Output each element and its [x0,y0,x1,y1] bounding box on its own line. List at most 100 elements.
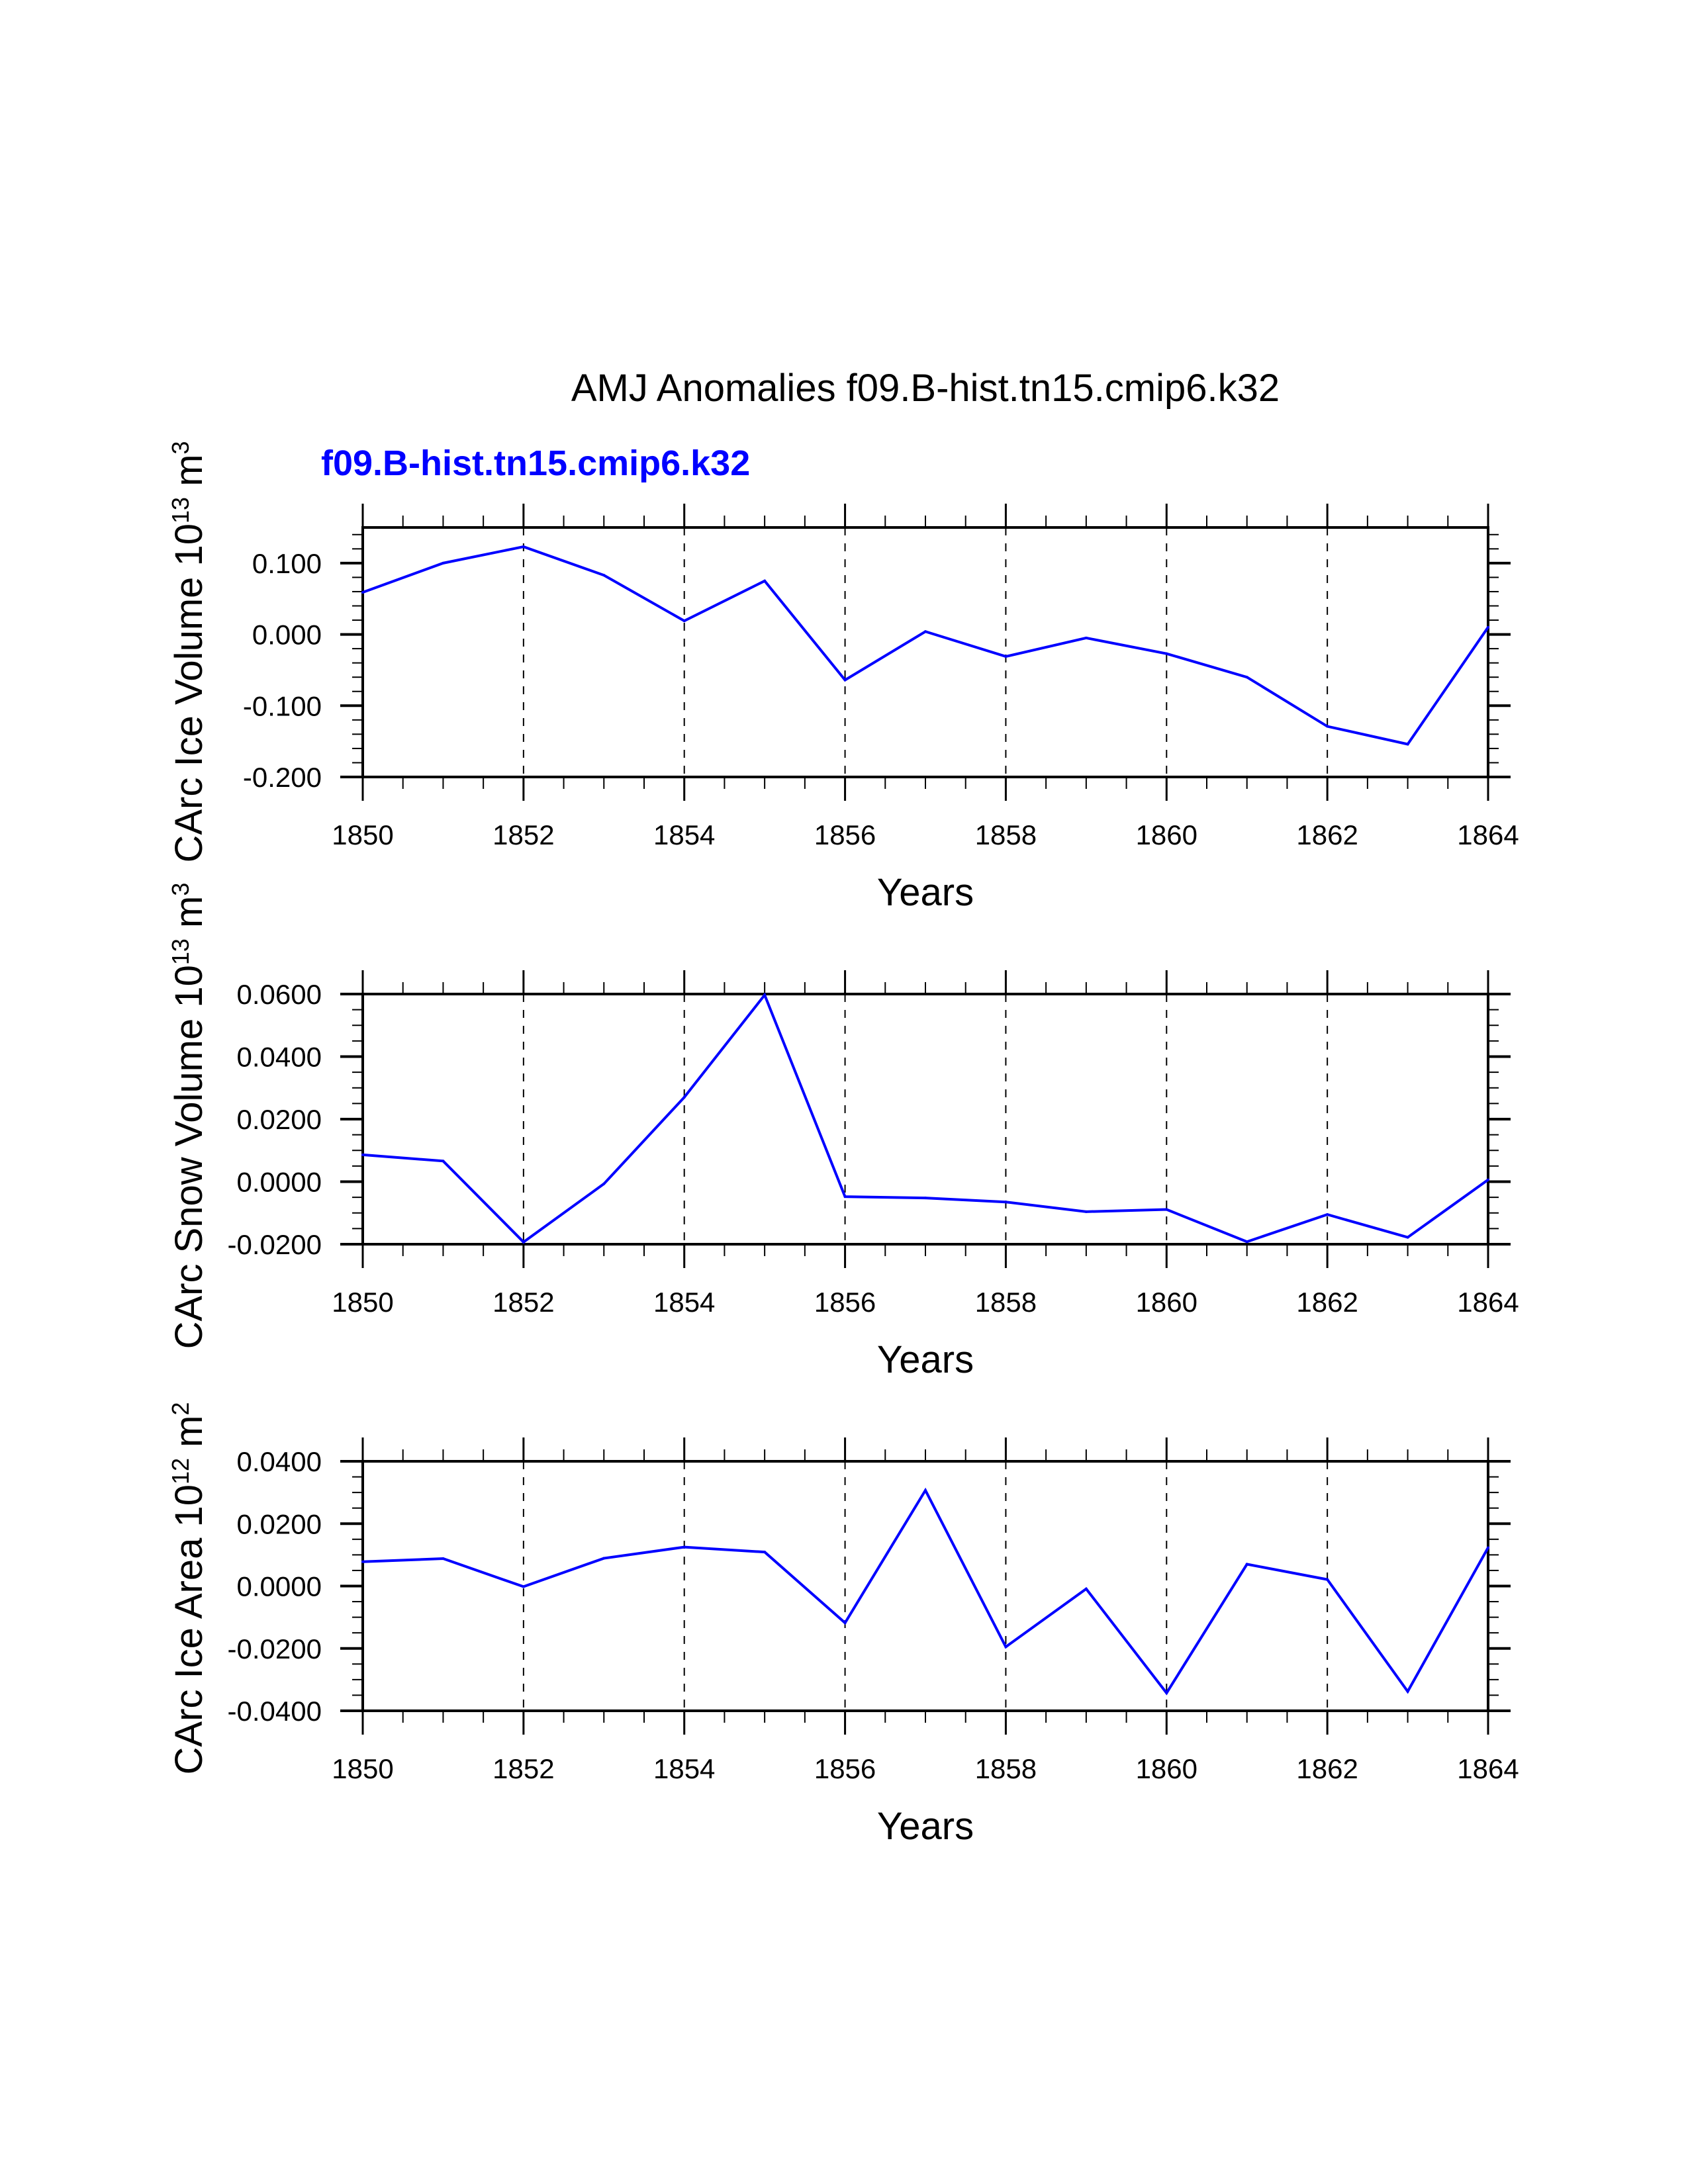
data-point [1084,1210,1088,1213]
plot-frame [361,1460,1489,1712]
data-point [1406,743,1409,746]
y-tick-label: 0.0200 [237,1508,322,1539]
data-point [361,591,364,594]
series-line [362,545,1489,746]
x-tick-label: 1850 [332,1287,393,1318]
y-label-text: CArc Snow Volume 10 [167,965,211,1349]
data-point [1245,676,1248,679]
data-point [1487,625,1489,629]
y-axis-label: CArc Ice Area 1012 m2 [167,1402,211,1775]
data-point [682,619,686,623]
y-label-exponent: 3 [167,883,194,896]
data-point [1084,636,1088,639]
data-point [522,1240,525,1244]
x-tick-label: 1864 [1457,1287,1519,1318]
panel-3: 1850 1852 1854 1856 1858 1860 1862 1864 0.0400 0.… [167,1402,1519,1848]
data-point [1326,725,1329,728]
x-tick-label: 1860 [1136,1753,1197,1784]
y-label-exponent: 13 [167,497,194,523]
data-point [1004,655,1008,658]
x-tick-label: 1858 [975,819,1037,850]
series-line [362,992,1489,1244]
x-tick-label: 1852 [492,1287,554,1318]
x-tick-label: 1862 [1296,1753,1358,1784]
data-point [602,1182,606,1185]
data-point [1487,1178,1489,1181]
data-point [843,678,847,682]
data-point [1165,1208,1168,1211]
data-point [1004,1201,1008,1204]
figure-title: AMJ Anomalies f09.B-hist.tn15.cmip6.k32 [571,367,1280,410]
x-tick-label: 1860 [1136,1287,1197,1318]
x-tick-label: 1856 [814,1287,876,1318]
x-tick-label: 1858 [975,1753,1037,1784]
y-tick-label: 0.0000 [237,1571,322,1602]
x-tick-label: 1852 [492,1753,554,1784]
y-tick-label: 0.000 [252,619,322,651]
x-tick-label: 1858 [975,1287,1037,1318]
y-tick-label: -0.0200 [228,1633,322,1664]
panel-2: 1850 1852 1854 1856 1858 1860 1862 1864 0.0600 0.… [167,883,1519,1381]
data-point [1084,1587,1088,1590]
y-tick-label: -0.0400 [228,1696,322,1727]
y-label-text: CArc Ice Area 10 [167,1484,211,1774]
data-point [843,1621,847,1625]
plot-frame [361,526,1489,778]
x-axis-label: Years [877,871,974,914]
y-tick-label: 0.0200 [237,1104,322,1135]
y-label-text: m [167,454,211,496]
x-tick-label: 1854 [653,1753,715,1784]
y-tick-label: 0.0600 [237,979,322,1010]
x-tick-label: 1856 [814,819,876,850]
y-tick-label: -0.200 [243,762,322,793]
y-label-text: CArc Ice Volume 10 [167,523,211,863]
data-point [1406,1690,1409,1693]
series-line [362,1487,1489,1696]
y-label-text: m [167,896,211,938]
data-point [602,1557,606,1560]
data-point [1245,1563,1248,1566]
x-tick-label: 1862 [1296,1287,1358,1318]
data-point [1245,1240,1248,1244]
data-point [1406,1236,1409,1239]
x-tick-label: 1854 [653,819,715,850]
y-tick-label: -0.100 [243,690,322,721]
data-point [843,1195,847,1199]
data-point [1326,1578,1329,1581]
data-point [763,1551,767,1554]
x-axis-label: Years [877,1338,974,1381]
panel-1: 1850 1852 1854 1856 1858 1860 1862 1864 0.100 0.0… [167,441,1519,914]
data-point [763,579,767,582]
x-tick-label: 1850 [332,1753,393,1784]
y-tick-label: 0.0400 [237,1446,322,1477]
x-tick-label: 1864 [1457,819,1519,850]
data-point [602,574,606,577]
y-label-exponent: 13 [167,938,194,965]
data-point [361,1153,364,1156]
data-point [1004,1645,1008,1649]
x-tick-label: 1856 [814,1753,876,1784]
plot-frame [361,993,1489,1246]
y-tick-label: 0.100 [252,548,322,579]
x-tick-label: 1854 [653,1287,715,1318]
data-point [522,1585,525,1588]
x-tick-label: 1862 [1296,819,1358,850]
data-point [924,1197,927,1200]
data-point [924,630,927,633]
y-tick-label: -0.0200 [228,1229,322,1260]
figure-subtitle: f09.B-hist.tn15.cmip6.k32 [321,443,750,483]
data-point [1165,1692,1168,1695]
data-point [763,993,767,997]
x-tick-label: 1850 [332,819,393,850]
data-point [682,1545,686,1549]
data-point [442,1557,445,1561]
data-point [1487,1546,1489,1549]
data-point [442,561,445,565]
data-point [924,1488,927,1492]
y-axis-label: CArc Snow Volume 1013 m3 [167,883,211,1349]
y-tick-label: 0.0400 [237,1042,322,1073]
data-point [522,545,525,549]
y-label-exponent: 3 [167,441,194,454]
data-point [1326,1213,1329,1216]
